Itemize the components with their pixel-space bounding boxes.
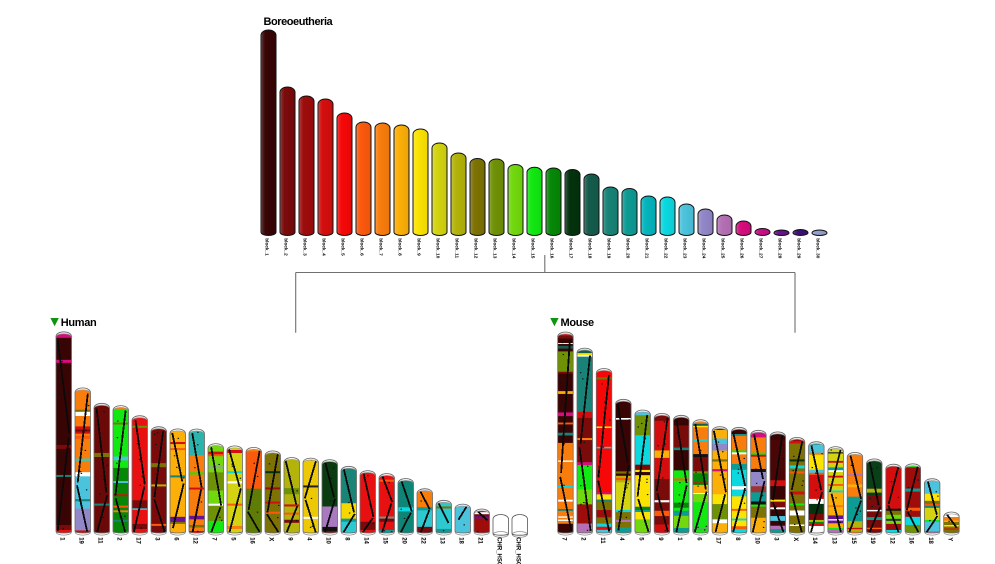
svg-text:1: 1 bbox=[676, 537, 682, 541]
svg-text:block_17: block_17 bbox=[568, 238, 573, 258]
svg-text:19: 19 bbox=[78, 537, 84, 544]
svg-text:block_9: block_9 bbox=[416, 238, 421, 256]
svg-text:6: 6 bbox=[695, 537, 701, 541]
svg-text:22: 22 bbox=[420, 537, 426, 544]
svg-text:block_6: block_6 bbox=[359, 238, 364, 256]
svg-text:block_19: block_19 bbox=[606, 238, 611, 258]
svg-text:Boreoeutheria: Boreoeutheria bbox=[264, 16, 334, 28]
svg-text:X: X bbox=[268, 537, 274, 541]
svg-text:block_18: block_18 bbox=[587, 238, 592, 258]
svg-text:block_15: block_15 bbox=[530, 238, 535, 258]
svg-text:6: 6 bbox=[173, 537, 179, 541]
svg-text:8: 8 bbox=[734, 537, 740, 541]
svg-text:17: 17 bbox=[715, 537, 721, 544]
svg-text:1: 1 bbox=[59, 537, 65, 541]
svg-text:block_20: block_20 bbox=[625, 238, 630, 258]
svg-text:13: 13 bbox=[439, 537, 445, 544]
svg-text:11: 11 bbox=[97, 537, 103, 544]
svg-text:16: 16 bbox=[908, 537, 914, 544]
svg-text:15: 15 bbox=[850, 537, 856, 544]
svg-text:10: 10 bbox=[753, 537, 759, 544]
svg-text:block_29: block_29 bbox=[796, 238, 801, 258]
svg-text:block_13: block_13 bbox=[492, 238, 497, 258]
svg-text:block_22: block_22 bbox=[663, 238, 668, 258]
svg-text:block_5: block_5 bbox=[340, 238, 345, 256]
svg-text:block_24: block_24 bbox=[701, 238, 706, 258]
svg-text:block_23: block_23 bbox=[682, 238, 687, 258]
svg-text:block_27: block_27 bbox=[758, 238, 763, 258]
svg-text:block_8: block_8 bbox=[397, 238, 402, 256]
svg-text:18: 18 bbox=[927, 537, 933, 544]
svg-text:block_7: block_7 bbox=[378, 238, 383, 256]
svg-text:Human: Human bbox=[61, 317, 97, 329]
svg-text:CHR_HSCHR6_MHC: CHR_HSCHR6_MHC bbox=[515, 537, 521, 564]
svg-text:7: 7 bbox=[211, 537, 217, 541]
svg-text:block_3: block_3 bbox=[302, 238, 307, 256]
svg-text:10: 10 bbox=[325, 537, 331, 544]
svg-text:5: 5 bbox=[230, 537, 236, 541]
svg-text:4: 4 bbox=[306, 537, 312, 541]
svg-text:block_21: block_21 bbox=[644, 238, 649, 258]
svg-text:12: 12 bbox=[888, 537, 894, 544]
svg-text:block_26: block_26 bbox=[739, 238, 744, 258]
svg-text:19: 19 bbox=[869, 537, 875, 544]
svg-text:block_28: block_28 bbox=[777, 238, 782, 258]
svg-text:7: 7 bbox=[560, 537, 566, 541]
svg-text:5: 5 bbox=[638, 537, 644, 541]
svg-text:block_11: block_11 bbox=[454, 238, 459, 258]
svg-text:13: 13 bbox=[831, 537, 837, 544]
svg-text:15: 15 bbox=[382, 537, 388, 544]
svg-text:Mouse: Mouse bbox=[561, 317, 595, 329]
svg-text:14: 14 bbox=[811, 537, 817, 544]
svg-text:8: 8 bbox=[344, 537, 350, 541]
svg-text:16: 16 bbox=[249, 537, 255, 544]
svg-text:11: 11 bbox=[599, 537, 605, 544]
svg-text:2: 2 bbox=[580, 537, 586, 541]
svg-text:9: 9 bbox=[657, 537, 663, 541]
svg-text:block_2: block_2 bbox=[283, 238, 288, 256]
svg-text:CHR_HSCHR6_MHC: CHR_HSCHR6_MHC bbox=[496, 537, 502, 564]
svg-text:block_30: block_30 bbox=[815, 238, 820, 258]
svg-text:block_16: block_16 bbox=[549, 238, 554, 258]
svg-text:block_12: block_12 bbox=[473, 238, 478, 258]
svg-text:9: 9 bbox=[287, 537, 293, 541]
svg-text:18: 18 bbox=[458, 537, 464, 544]
svg-text:12: 12 bbox=[192, 537, 198, 544]
svg-text:block_1: block_1 bbox=[264, 238, 269, 256]
svg-text:block_14: block_14 bbox=[511, 238, 516, 258]
svg-text:17: 17 bbox=[135, 537, 141, 544]
svg-text:20: 20 bbox=[401, 537, 407, 544]
svg-text:Y: Y bbox=[946, 537, 952, 541]
svg-text:3: 3 bbox=[154, 537, 160, 541]
svg-text:21: 21 bbox=[477, 537, 483, 544]
svg-text:block_25: block_25 bbox=[720, 238, 725, 258]
svg-text:3: 3 bbox=[773, 537, 779, 541]
svg-text:4: 4 bbox=[618, 537, 624, 541]
svg-text:14: 14 bbox=[363, 537, 369, 544]
svg-text:block_10: block_10 bbox=[435, 238, 440, 258]
svg-text:2: 2 bbox=[116, 537, 122, 541]
svg-text:block_4: block_4 bbox=[321, 238, 326, 256]
svg-text:X: X bbox=[792, 537, 798, 541]
